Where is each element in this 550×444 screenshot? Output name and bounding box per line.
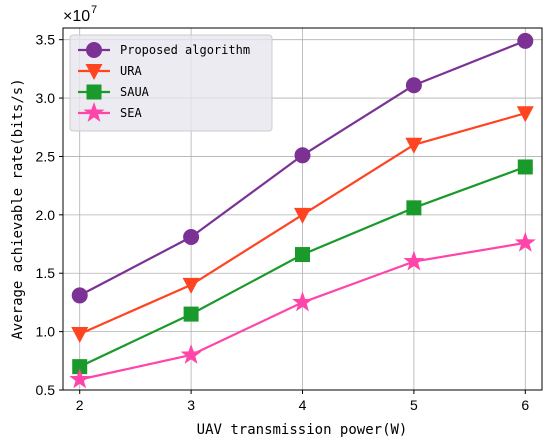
y-tick-label: 2.0 bbox=[36, 207, 56, 223]
y-tick-label: 3.5 bbox=[36, 32, 56, 48]
x-axis-label: UAV transmission power(W) bbox=[197, 422, 408, 438]
plot-frame bbox=[62, 27, 543, 391]
legend-marker bbox=[86, 84, 102, 100]
data-point bbox=[182, 277, 200, 294]
x-tick-label: 2 bbox=[76, 397, 84, 413]
series-layer bbox=[69, 32, 536, 389]
data-point bbox=[71, 326, 89, 343]
y-multiplier: ×10 7 bbox=[63, 4, 97, 25]
data-point bbox=[405, 137, 423, 154]
data-point bbox=[71, 287, 88, 304]
data-point bbox=[294, 147, 311, 164]
y-tick-label: 0.5 bbox=[36, 382, 56, 398]
y-multiplier-base: ×10 bbox=[63, 8, 90, 25]
series-ura bbox=[71, 106, 534, 343]
series-sea bbox=[69, 231, 536, 389]
data-point bbox=[514, 231, 536, 252]
data-point bbox=[517, 159, 533, 175]
legend-item: SAUA bbox=[78, 84, 150, 100]
x-tick-label: 3 bbox=[187, 397, 195, 413]
x-tick-label: 4 bbox=[299, 397, 307, 413]
tick-layer: 2 3 4 5 6 0.5 1.0 1.5 2.0 2.5 3.0 3.5 bbox=[36, 32, 530, 413]
legend-marker bbox=[85, 64, 103, 80]
data-point bbox=[183, 229, 200, 246]
data-point bbox=[405, 77, 422, 94]
data-point bbox=[516, 106, 534, 123]
legend-label: SEA bbox=[120, 106, 142, 120]
legend: Proposed algorithm URA SAUA SEA bbox=[69, 34, 273, 132]
y-tick-label: 3.0 bbox=[36, 90, 56, 106]
legend-marker bbox=[83, 102, 105, 122]
data-point bbox=[183, 306, 199, 322]
legend-label: SAUA bbox=[120, 85, 150, 99]
data-point bbox=[292, 291, 313, 312]
x-tick-label: 5 bbox=[410, 397, 418, 413]
data-point bbox=[403, 250, 425, 271]
data-point bbox=[406, 200, 422, 216]
y-tick-label: 1.0 bbox=[36, 324, 56, 340]
data-point bbox=[69, 368, 91, 389]
data-point bbox=[294, 207, 311, 224]
series-saua bbox=[72, 159, 533, 375]
legend-label: URA bbox=[120, 64, 142, 78]
legend-item: Proposed algorithm bbox=[78, 42, 250, 58]
legend-box bbox=[69, 34, 273, 132]
legend-marker bbox=[86, 42, 102, 58]
data-point bbox=[180, 343, 202, 364]
data-point bbox=[295, 247, 310, 263]
legend-item: URA bbox=[78, 64, 142, 80]
y-axis-label: Average achievable rate(bits/s) bbox=[10, 78, 26, 339]
legend-label: Proposed algorithm bbox=[120, 43, 250, 57]
data-point bbox=[72, 359, 88, 375]
legend-item: SEA bbox=[78, 102, 142, 122]
x-tick-label: 6 bbox=[521, 397, 529, 413]
y-tick-label: 2.5 bbox=[36, 148, 56, 164]
series-proposed-algorithm bbox=[71, 32, 534, 304]
data-point bbox=[517, 32, 534, 49]
y-tick-label: 1.5 bbox=[36, 265, 56, 281]
y-multiplier-exponent: 7 bbox=[91, 4, 97, 16]
